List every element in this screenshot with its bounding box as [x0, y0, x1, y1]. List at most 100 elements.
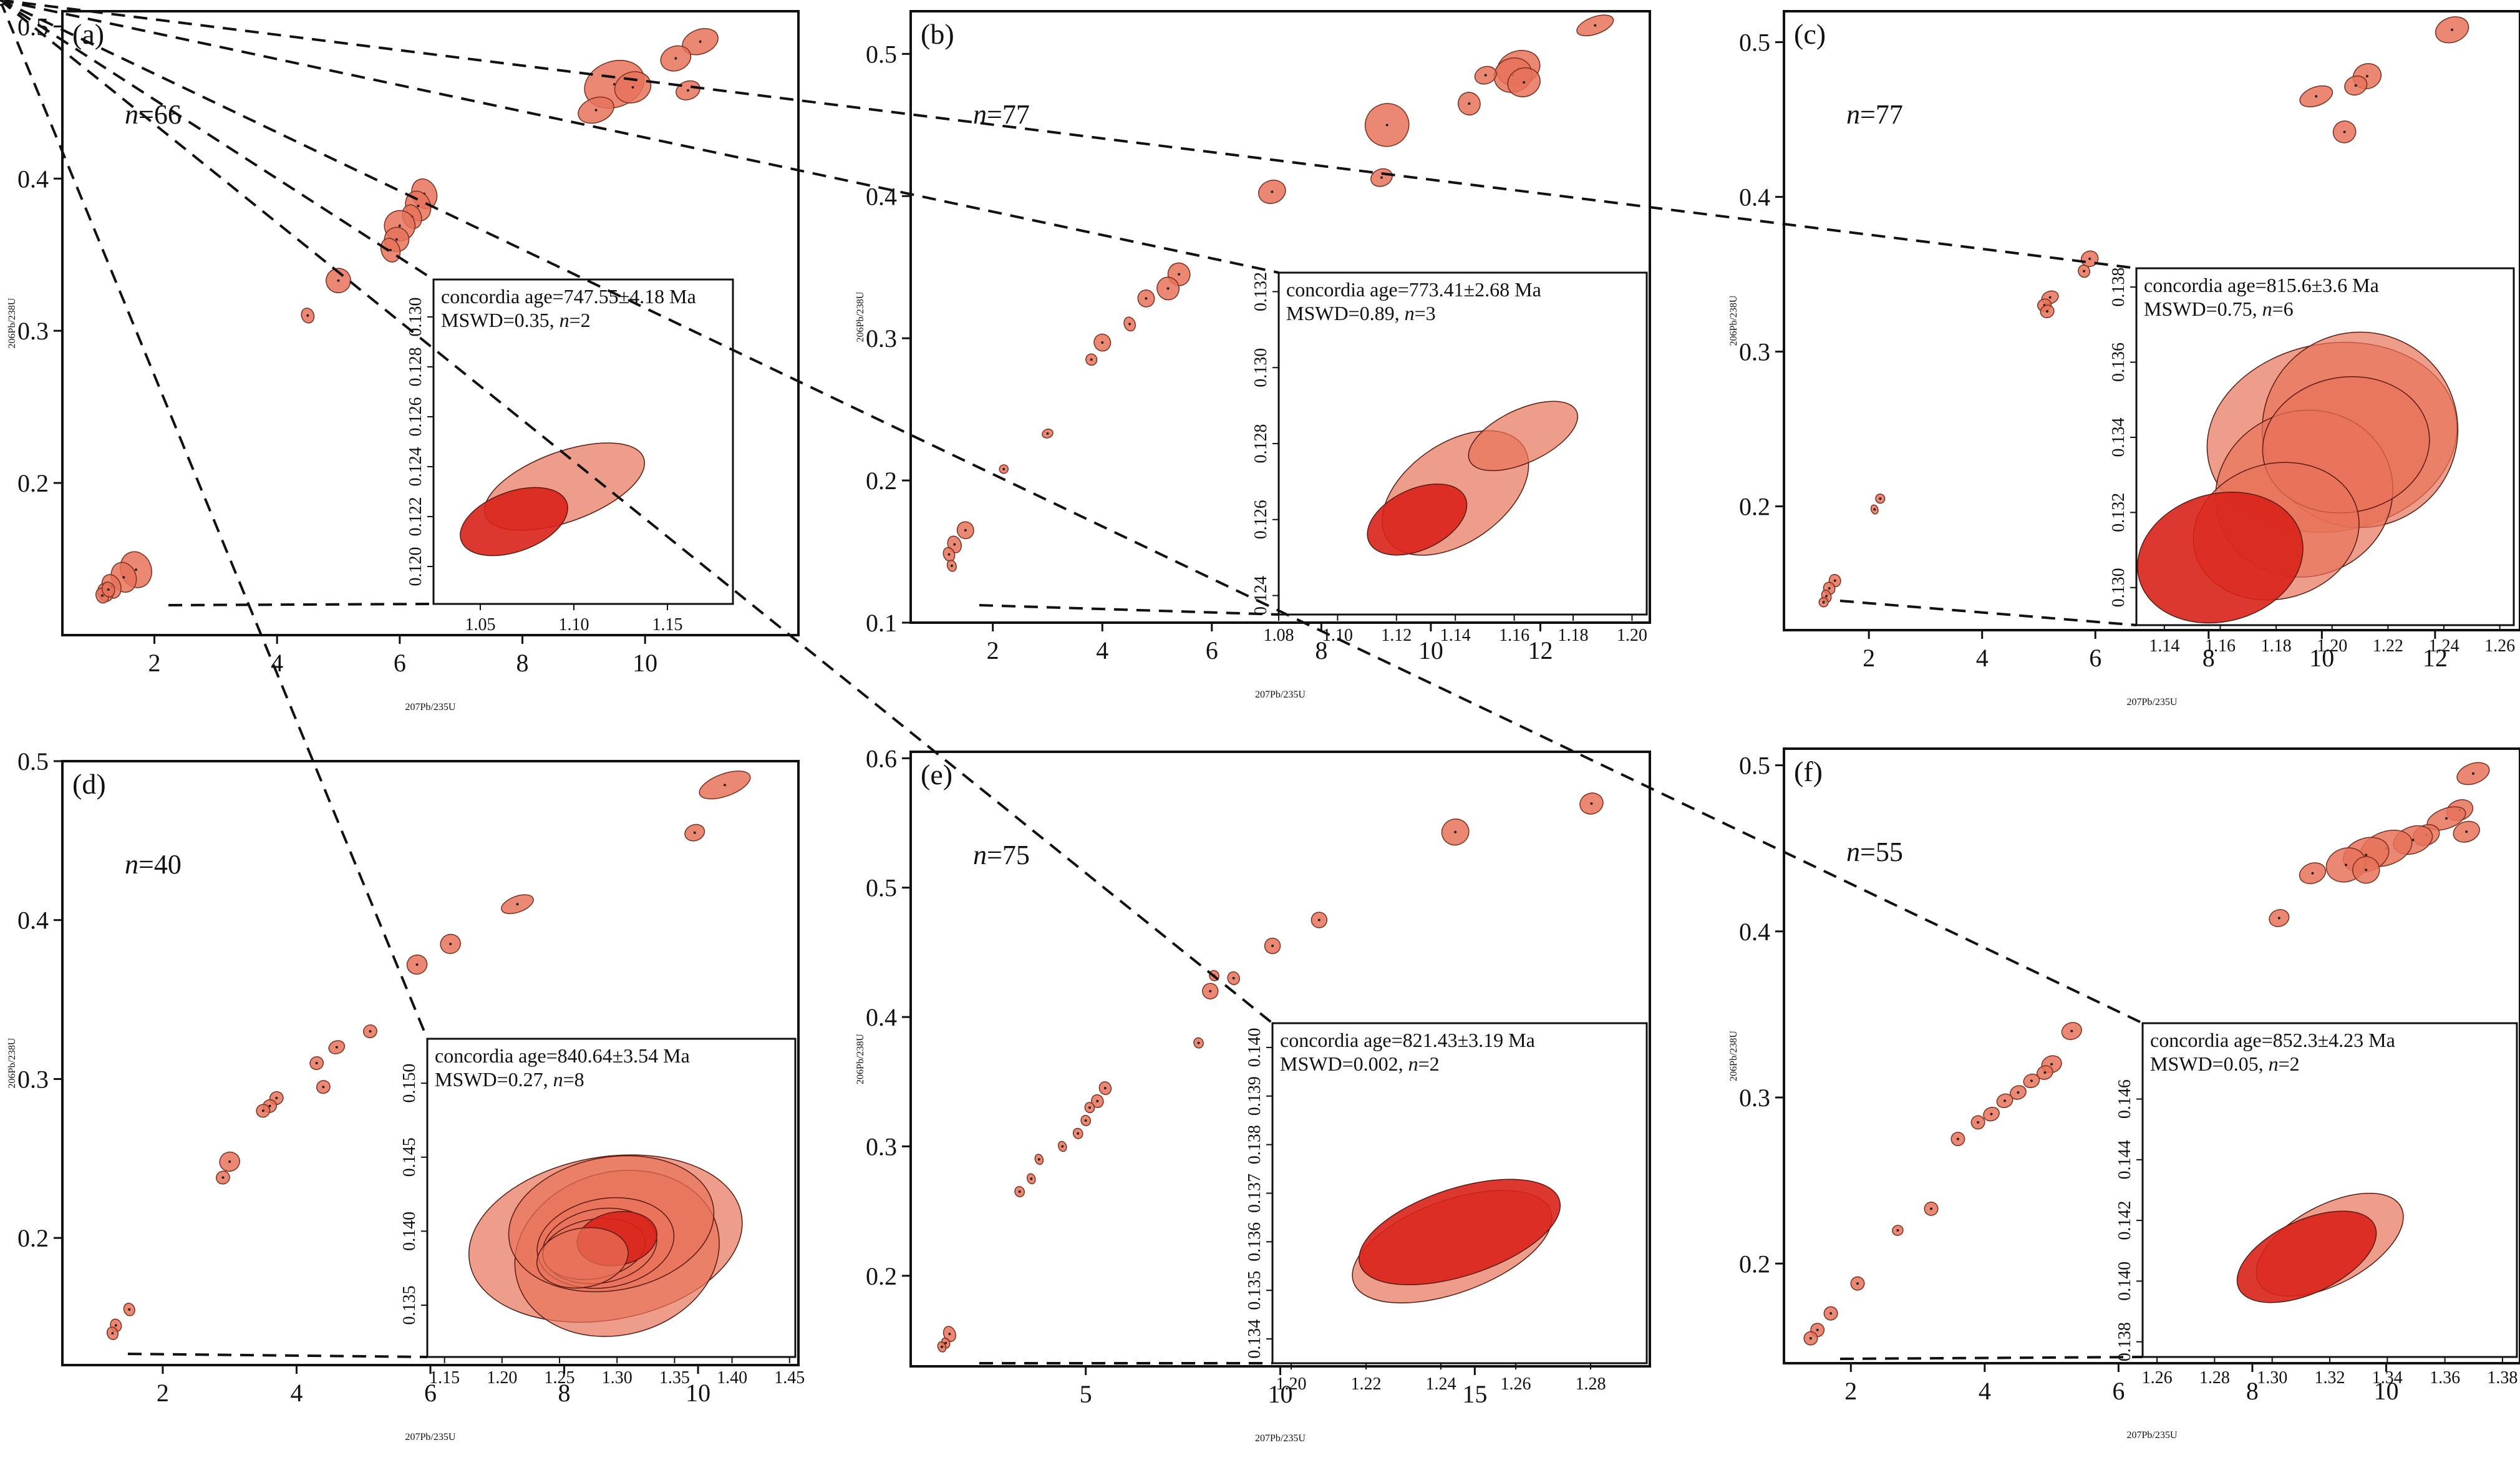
inset-x-tick-label: 1.36 — [2430, 1368, 2460, 1388]
data-point — [398, 224, 401, 227]
inset-mswd: MSWD=0.35, n=2 — [441, 309, 591, 331]
inset-x-tick-label: 1.18 — [2261, 636, 2292, 656]
x-tick-label: 2 — [1844, 1377, 1857, 1405]
inset-x-tick-label: 1.20 — [487, 1368, 517, 1388]
inset-x-tick-label: 1.24 — [1426, 1374, 1456, 1394]
data-point — [1317, 918, 1321, 921]
data-point — [221, 1176, 225, 1179]
x-tick-label: 5 — [1080, 1380, 1092, 1408]
inset-connector — [1839, 600, 2137, 626]
data-ellipses — [106, 771, 751, 1340]
inset-ellipse — [536, 1227, 629, 1289]
x-tick-label: 10 — [2373, 1377, 2398, 1405]
data-point — [2046, 310, 2049, 313]
panel-tag: (f) — [1794, 756, 1823, 787]
data-point — [516, 903, 519, 906]
data-point — [1271, 190, 1274, 193]
inset-ellipses — [2236, 1192, 2404, 1303]
sample-count: n=77 — [1846, 99, 1903, 130]
y-tick-label: 0.6 — [866, 744, 897, 772]
data-point — [1816, 1328, 1819, 1331]
data-point — [1103, 1087, 1107, 1090]
x-tick-label: 12 — [2423, 644, 2448, 672]
data-point — [449, 942, 452, 945]
text: 206Pb/238U — [1728, 1031, 1739, 1081]
inset-ellipses — [468, 1154, 743, 1337]
y-tick-label: 0.4 — [17, 165, 49, 193]
data-point — [2277, 917, 2280, 920]
inset-y-tick-label: 0.126 — [1251, 500, 1271, 539]
data-point — [1096, 1099, 1099, 1102]
inset-x-tick-label: 1.10 — [559, 615, 589, 635]
inset-y-tick-label: 0.120 — [406, 547, 425, 586]
inset-x-tick-label: 1.30 — [602, 1368, 632, 1388]
data-point — [1166, 287, 1170, 290]
inset-ellipse — [1359, 1179, 1561, 1286]
sample-count: n=75 — [973, 840, 1030, 870]
x-tick-label: 8 — [2246, 1377, 2259, 1405]
inset-x-tick-label: 1.16 — [1499, 626, 1529, 645]
inset-x-tick-label: 1.05 — [465, 615, 496, 635]
inset-concordia-age: concordia age=840.64±3.54 Ma — [435, 1044, 690, 1067]
data-point — [1030, 1177, 1033, 1180]
data-point — [1990, 1112, 1993, 1116]
data-point — [964, 528, 967, 532]
x-tick-label: 10 — [632, 649, 657, 677]
text: 207Pb/235U — [405, 702, 456, 712]
data-point — [2451, 28, 2454, 31]
data-point — [395, 238, 398, 241]
inset-connector — [0, 0, 429, 1039]
x-tick-label: 2 — [1863, 644, 1875, 672]
data-point — [2345, 863, 2348, 867]
data-point — [1594, 24, 1597, 27]
text: 206Pb/238U — [855, 1034, 866, 1084]
inset-connector — [168, 603, 434, 606]
text: 207Pb/235U — [2127, 1430, 2178, 1441]
x-tick-label: 8 — [2203, 644, 2215, 672]
inset-mswd: MSWD=0.002, n=2 — [1280, 1053, 1440, 1075]
inset-y-tick-label: 0.138 — [2115, 1322, 2135, 1361]
y-tick-label: 0.4 — [17, 907, 49, 935]
data-point — [128, 1308, 131, 1311]
y-tick-label: 0.3 — [866, 1132, 897, 1160]
x-tick-label: 15 — [1462, 1380, 1487, 1408]
inset-x-tick-label: 1.15 — [429, 1368, 460, 1388]
panel-tag: (a) — [72, 18, 104, 50]
data-point — [2354, 84, 2357, 87]
inset-connector — [0, 0, 2143, 1024]
data-point — [2043, 1071, 2047, 1074]
x-tick-label: 8 — [558, 1379, 571, 1407]
inset-x-tick-label: 1.14 — [2149, 636, 2179, 656]
data-point — [1090, 358, 1093, 361]
data-point — [2030, 1079, 2033, 1082]
data-ellipses — [937, 792, 1604, 1353]
data-point — [1833, 579, 1836, 582]
data-point — [1385, 124, 1388, 127]
plot-frame — [1783, 747, 2520, 1364]
y-tick-label: 0.5 — [1739, 29, 1770, 57]
x-tick-label: 10 — [1268, 1380, 1293, 1408]
panel-tag: (d) — [72, 768, 106, 800]
data-ellipses — [943, 14, 1614, 572]
inset-x-tick-label: 1.35 — [659, 1368, 690, 1388]
inset-y-tick-label: 0.132 — [2109, 493, 2128, 532]
x-tick-label: 10 — [2309, 644, 2334, 672]
data-point — [693, 831, 696, 834]
x-tick-label: 2 — [148, 649, 161, 677]
inset-connector — [1839, 1356, 2143, 1360]
inset-connector — [0, 0, 435, 281]
x-tick-label: 8 — [516, 649, 529, 677]
data-point — [1084, 1119, 1087, 1122]
inset-ellipses — [2137, 331, 2459, 624]
inset-x-tick-label: 1.34 — [2372, 1368, 2403, 1388]
data-point — [415, 963, 419, 966]
inset-ellipse — [1468, 401, 1578, 472]
data-point — [114, 1324, 117, 1327]
data-point — [2017, 1091, 2020, 1094]
data-point — [1178, 273, 1181, 276]
inset-concordia-age: concordia age=747.55±4.18 Ma — [441, 285, 696, 308]
data-point — [1037, 1158, 1040, 1161]
data-point — [948, 1333, 951, 1336]
data-point — [268, 1104, 271, 1107]
